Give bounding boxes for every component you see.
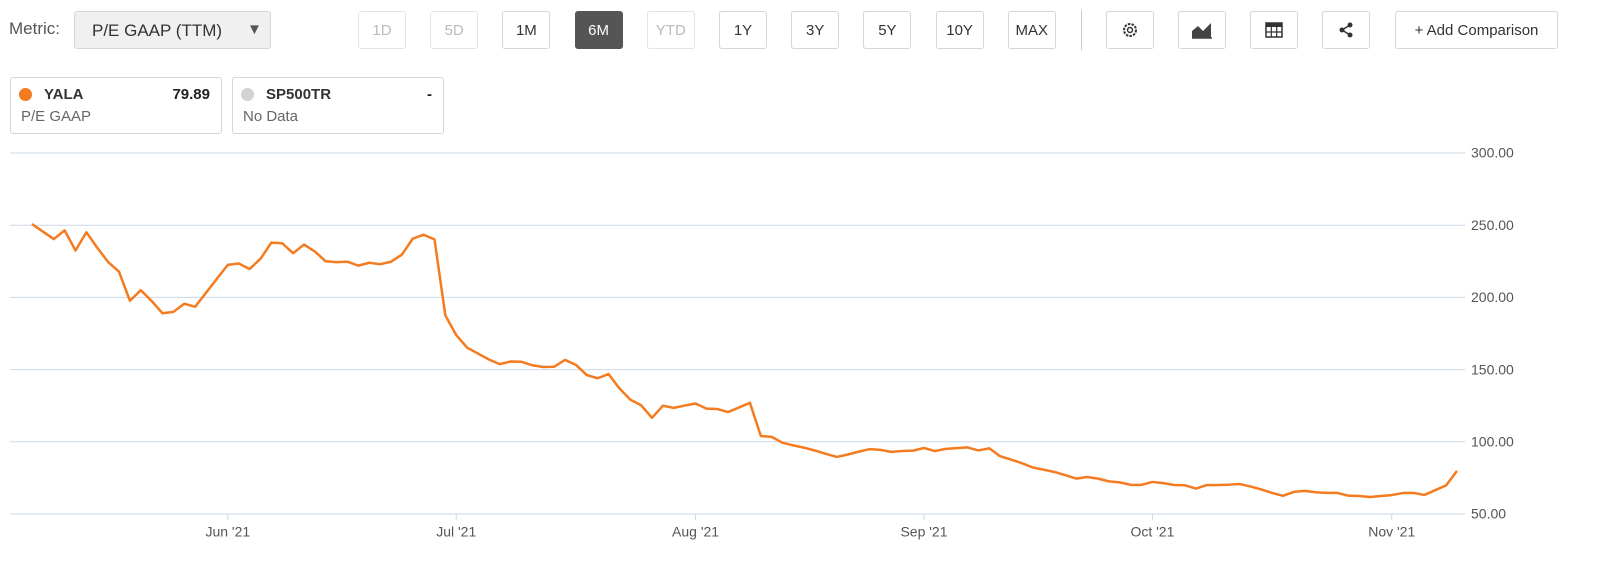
x-tick-label: Sep '21 — [900, 524, 947, 540]
x-tick-label: Aug '21 — [672, 524, 719, 540]
y-tick-label: 200.00 — [1471, 289, 1514, 305]
metric-label: Metric: — [9, 19, 60, 38]
range-button[interactable]: 10Y — [935, 11, 984, 49]
y-tick-label: 300.00 — [1471, 145, 1514, 161]
range-button[interactable]: 6M — [574, 11, 623, 49]
dropdown-arrow: ▼ — [247, 21, 262, 38]
chart-type-button[interactable] — [1178, 11, 1226, 49]
legend-metric: No Data — [243, 108, 299, 125]
table-button[interactable] — [1250, 11, 1298, 49]
chart-icon — [1192, 23, 1212, 39]
y-tick-label: 100.00 — [1471, 434, 1514, 450]
metric-select[interactable]: P/E GAAP (TTM) ▼ — [74, 11, 271, 49]
range-button[interactable]: 1M — [502, 11, 551, 49]
range-button[interactable]: MAX — [1007, 11, 1056, 49]
range-button[interactable]: 3Y — [791, 11, 840, 49]
legend-dot — [19, 88, 32, 101]
gear-icon — [1123, 23, 1137, 37]
y-tick-label: 50.00 — [1471, 506, 1506, 522]
price-line — [31, 223, 1459, 499]
x-tick-label: Oct '21 — [1130, 524, 1174, 540]
share-button[interactable] — [1322, 11, 1370, 49]
table-icon — [1265, 22, 1283, 38]
y-tick-label: 150.00 — [1471, 361, 1514, 377]
x-tick-label: Jul '21 — [436, 524, 476, 540]
range-button: 1D — [358, 11, 406, 49]
legend-value: - — [427, 86, 432, 103]
legend-dot — [241, 88, 254, 101]
legend-symbol: SP500TR — [266, 86, 332, 103]
range-button[interactable]: 5Y — [863, 11, 912, 49]
legend-symbol: YALA — [44, 86, 84, 103]
legend-card[interactable]: SP500TR - No Data — [232, 77, 444, 134]
settings-button[interactable] — [1106, 11, 1154, 49]
legend-value: 79.89 — [172, 86, 210, 103]
separator — [1081, 10, 1082, 50]
metric-value: P/E GAAP (TTM) — [92, 21, 223, 40]
x-tick-label: Jun '21 — [205, 524, 250, 540]
x-tick-label: Nov '21 — [1368, 524, 1415, 540]
range-button: YTD — [646, 11, 695, 49]
y-tick-label: 250.00 — [1471, 217, 1514, 233]
add-comparison-button[interactable]: + Add Comparison — [1395, 11, 1558, 49]
share-icon — [1339, 22, 1353, 38]
range-button: 5D — [430, 11, 479, 49]
legend-card[interactable]: YALA 79.89 P/E GAAP — [10, 77, 222, 134]
range-button[interactable]: 1Y — [719, 11, 767, 49]
legend-metric: P/E GAAP — [21, 108, 92, 125]
